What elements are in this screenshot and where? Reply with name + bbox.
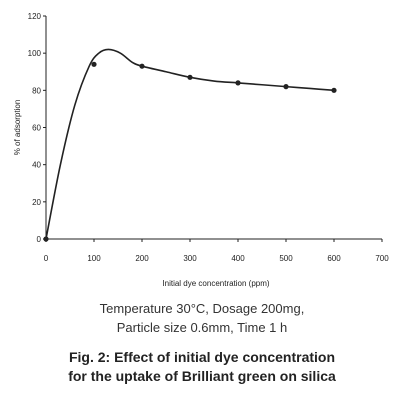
chart-axes [45,16,382,240]
data-point [139,63,145,69]
experimental-conditions: Temperature 30°C, Dosage 200mg, Particle… [0,299,404,337]
chart-ticks: 0 100 200 300 400 500 600 700 0 20 40 60 80 100 120 [28,12,390,263]
data-point [235,80,241,86]
data-point [283,84,289,90]
figure-caption-line-1: Fig. 2: Effect of initial dye concentrat… [68,349,336,365]
x-axis-label: Initial dye concentration (ppm) [162,279,270,288]
x-tick-label: 500 [279,254,293,263]
x-tick-label: 700 [375,254,389,263]
conditions-line-1: Temperature 30°C, Dosage 200mg, [99,301,305,316]
y-tick-label: 40 [32,161,41,170]
x-tick-label: 100 [87,254,101,263]
y-tick-label: 0 [37,235,42,244]
x-tick-label: 400 [231,254,245,263]
figure-caption-line-2: for the uptake of Brilliant green on sil… [68,368,336,384]
data-point [331,87,337,93]
data-point [91,61,97,67]
x-tick-label: 600 [327,254,341,263]
series-markers [43,61,337,242]
y-tick-label: 100 [28,49,42,58]
y-tick-label: 60 [32,124,41,133]
data-point [187,74,193,80]
adsorption-chart: 0 100 200 300 400 500 600 700 0 20 40 60 80 100 120 In… [13,12,390,288]
y-tick-label: 120 [28,12,42,21]
figure-caption: Fig. 2: Effect of initial dye concentrat… [0,348,404,386]
x-tick-label: 300 [183,254,197,263]
y-tick-label: 80 [32,86,41,95]
x-tick-label: 200 [135,254,149,263]
data-point [43,236,49,242]
conditions-line-2: Particle size 0.6mm, Time 1 h [116,320,288,335]
x-tick-label: 0 [44,254,49,263]
y-tick-label: 20 [32,198,41,207]
y-axis-label: % of adsorption [13,100,22,156]
